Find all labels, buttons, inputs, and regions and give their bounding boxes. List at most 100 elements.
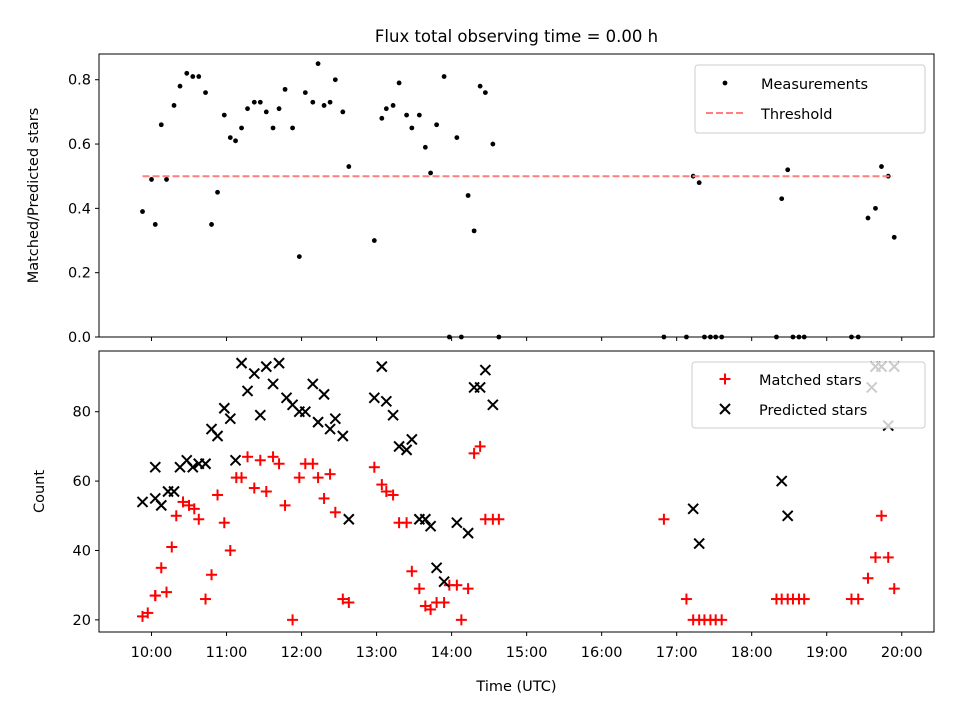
predicted-point bbox=[462, 527, 474, 539]
matched-point bbox=[212, 489, 224, 501]
measurement-point bbox=[227, 135, 233, 141]
measurement-point bbox=[276, 106, 282, 112]
matched-point bbox=[188, 503, 200, 515]
measurement-point bbox=[263, 109, 269, 115]
matched-point bbox=[468, 447, 480, 459]
predicted-point-b bbox=[368, 392, 381, 404]
matched-point bbox=[368, 461, 380, 473]
predicted-point-b bbox=[474, 381, 486, 394]
top-ytick-label: 0.4 bbox=[68, 201, 91, 217]
matched-point bbox=[455, 614, 467, 626]
matched-point bbox=[318, 492, 330, 504]
predicted-point bbox=[312, 416, 324, 428]
predicted-point-b bbox=[462, 527, 474, 539]
matched-point bbox=[387, 489, 399, 501]
legend-measurements-label: Measurements bbox=[761, 77, 868, 93]
legend-predicted-glyph-b bbox=[719, 403, 731, 415]
top-y-axis-label: Matched/Predicted stars bbox=[26, 108, 42, 284]
measurement-point bbox=[879, 164, 884, 169]
predicted-point-b bbox=[324, 423, 336, 435]
matched-point bbox=[406, 565, 418, 577]
predicted-point bbox=[430, 562, 443, 574]
bottom-xtick-label: 15:00 bbox=[506, 645, 548, 661]
predicted-point bbox=[687, 503, 699, 515]
predicted-point bbox=[260, 360, 273, 373]
matched-point bbox=[425, 603, 437, 615]
predicted-point-b bbox=[286, 399, 299, 411]
top-y-axis-ticks: 0.0 0.2 0.4 0.6 0.8 bbox=[68, 73, 99, 346]
legend-predicted-glyph bbox=[719, 403, 731, 415]
top-panel: 0.00.20.40.60.8 Matched/Predicted stars … bbox=[26, 53, 935, 346]
measurement-point bbox=[696, 180, 702, 186]
matched-point bbox=[166, 541, 178, 553]
measurement-point bbox=[149, 177, 154, 182]
measurement-point bbox=[490, 141, 496, 147]
measurement-point bbox=[390, 103, 396, 108]
matched-point bbox=[161, 586, 173, 598]
predicted-point bbox=[324, 423, 336, 435]
top-legend: Measurements Threshold bbox=[694, 64, 926, 134]
top-data-layer bbox=[140, 61, 897, 340]
matched-point bbox=[307, 458, 319, 470]
matched-point bbox=[287, 614, 299, 626]
measurement-point bbox=[245, 106, 250, 112]
predicted-point-b bbox=[775, 475, 788, 487]
bottom-x-axis-ticks: 10:00 11:00 12:00 13:00 14:00 15:00 16:00 17:00… bbox=[131, 632, 923, 661]
top-ytick-label: 0.6 bbox=[68, 137, 91, 153]
measurement-point bbox=[310, 99, 316, 105]
predicted-point bbox=[343, 513, 355, 525]
matched-point bbox=[658, 513, 670, 525]
predicted-point-b bbox=[419, 513, 432, 525]
matched-point bbox=[273, 458, 285, 470]
bottom-legend-box bbox=[691, 361, 926, 429]
matched-point bbox=[882, 551, 894, 563]
predicted-point-b bbox=[487, 399, 499, 411]
top-x-axis-ticks bbox=[151, 337, 903, 341]
measurement-point bbox=[190, 74, 196, 79]
predicted-point-b bbox=[205, 423, 218, 435]
measurement-point bbox=[282, 86, 288, 92]
predicted-point-b bbox=[438, 575, 450, 588]
bottom-xtick-label: 14:00 bbox=[431, 645, 473, 661]
predicted-point-b bbox=[337, 430, 349, 442]
matched-point bbox=[337, 593, 349, 605]
bottom-plot-frame bbox=[98, 350, 935, 633]
measurement-point bbox=[321, 103, 327, 108]
matched-point bbox=[862, 572, 874, 584]
bottom-xtick-label: 16:00 bbox=[581, 645, 623, 661]
measurement-point bbox=[270, 125, 276, 131]
predicted-point-b bbox=[424, 520, 437, 532]
predicted-point-b bbox=[781, 510, 794, 522]
predicted-point-b bbox=[224, 412, 236, 425]
predicted-point bbox=[235, 357, 248, 369]
predicted-point bbox=[168, 485, 180, 498]
measurement-point bbox=[177, 83, 183, 89]
predicted-point-b bbox=[149, 461, 161, 473]
matched-point bbox=[200, 593, 212, 605]
predicted-point-b bbox=[280, 392, 293, 404]
matched-point bbox=[474, 440, 486, 452]
predicted-point-b bbox=[273, 357, 285, 369]
top-ytick-label: 0.8 bbox=[68, 73, 91, 89]
matched-point bbox=[218, 517, 230, 529]
predicted-point bbox=[368, 392, 381, 404]
measurement-point bbox=[471, 228, 477, 234]
measurement-point bbox=[164, 177, 169, 182]
predicted-point-b bbox=[479, 364, 492, 376]
measurement-point bbox=[332, 77, 338, 83]
predicted-point bbox=[273, 357, 285, 369]
matched-point bbox=[242, 451, 254, 463]
predicted-point-b bbox=[307, 378, 319, 390]
predicted-point bbox=[693, 537, 705, 550]
predicted-point bbox=[136, 496, 149, 508]
top-ytick-label: 0.2 bbox=[68, 266, 91, 282]
measurement-point bbox=[371, 238, 377, 243]
bottom-xtick-label: 11:00 bbox=[206, 645, 248, 661]
predicted-point bbox=[337, 430, 349, 442]
measurement-point bbox=[296, 254, 302, 260]
predicted-point-b bbox=[211, 430, 224, 442]
bottom-xtick-label: 20:00 bbox=[881, 645, 923, 661]
measurement-point bbox=[409, 125, 415, 131]
legend-threshold-label: Threshold bbox=[760, 107, 832, 123]
measurement-point bbox=[465, 193, 471, 198]
